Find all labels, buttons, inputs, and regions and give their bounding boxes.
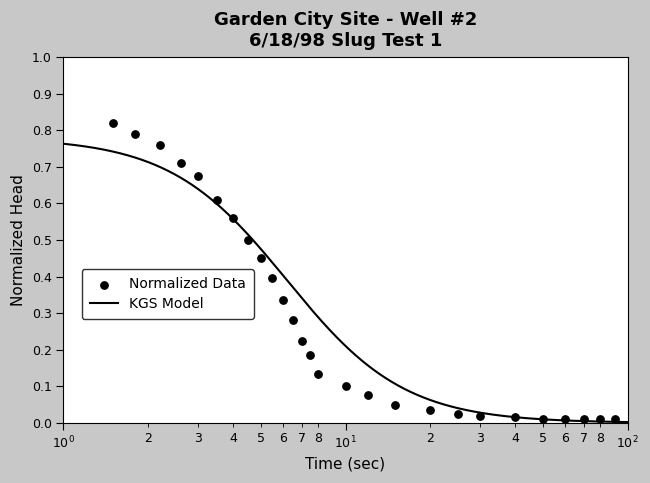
KGS Model (387, 379, 395, 384)
Normalized Data (475, 412, 486, 419)
Y-axis label: Normalized Head: Normalized Head (11, 174, 26, 306)
Normalized Data (193, 172, 203, 180)
Normalized Data (287, 317, 298, 325)
Normalized Data (538, 415, 548, 423)
Normalized Data (255, 255, 266, 262)
Normalized Data (390, 401, 400, 409)
KGS Model (488, 412, 495, 417)
Normalized Data (155, 141, 165, 149)
Normalized Data (305, 351, 315, 359)
Normalized Data (176, 159, 186, 167)
Normalized Data (510, 413, 521, 421)
Normalized Data (425, 406, 436, 414)
Normalized Data (313, 369, 324, 377)
Normalized Data (296, 337, 307, 344)
X-axis label: Time (sec): Time (sec) (306, 457, 385, 472)
Normalized Data (278, 297, 288, 304)
KGS Model (402, 387, 410, 393)
Normalized Data (560, 415, 570, 423)
Normalized Data (595, 415, 605, 423)
Normalized Data (341, 382, 351, 389)
KGS Model (419, 394, 427, 400)
Normalized Data (242, 236, 253, 244)
Normalized Data (267, 274, 278, 282)
Normalized Data (130, 130, 140, 138)
Normalized Data (452, 410, 463, 418)
KGS Model (545, 417, 553, 423)
Normalized Data (212, 196, 222, 204)
Line: KGS Model: KGS Model (64, 144, 627, 422)
Normalized Data (578, 415, 589, 423)
KGS Model (94, 146, 102, 152)
Normalized Data (108, 119, 118, 127)
Normalized Data (228, 214, 239, 222)
Legend: Normalized Data, KGS Model: Normalized Data, KGS Model (82, 269, 254, 319)
KGS Model (60, 141, 68, 147)
KGS Model (623, 419, 631, 425)
Title: Garden City Site - Well #2
6/18/98 Slug Test 1: Garden City Site - Well #2 6/18/98 Slug … (214, 11, 477, 50)
Normalized Data (363, 392, 373, 399)
Normalized Data (610, 415, 620, 423)
